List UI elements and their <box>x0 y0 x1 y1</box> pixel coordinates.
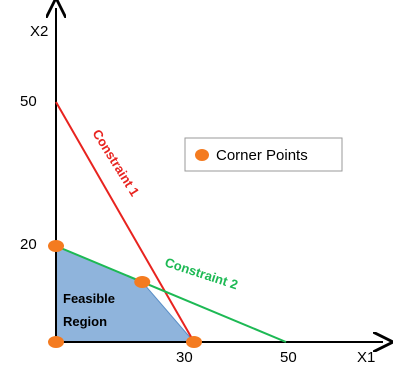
x-tick-label-50: 50 <box>280 349 297 366</box>
x-tick-label-30: 30 <box>176 349 193 366</box>
corner-point-3 <box>134 276 151 288</box>
legend-box <box>184 137 343 172</box>
feasible-region-label-line1: Feasible <box>63 291 115 306</box>
corner-point-4 <box>186 336 202 348</box>
y-axis-label: X2 <box>30 23 48 40</box>
legend-label: Corner Points <box>216 147 308 164</box>
y-tick-label-20: 20 <box>20 236 37 253</box>
corner-point-1 <box>48 336 64 348</box>
y-tick-label-50: 50 <box>20 93 37 110</box>
corner-point-2 <box>48 240 64 252</box>
legend: Corner Points <box>184 137 343 172</box>
feasible-region-label-line2: Region <box>63 314 107 329</box>
constraint-2-line <box>55 245 287 343</box>
constraint-2-label: Constraint 2 <box>163 255 240 293</box>
constraint-1-line <box>55 101 195 343</box>
x-axis-label: X1 <box>357 349 375 366</box>
legend-corner-point-marker <box>195 149 209 161</box>
constraint-1-label: Constraint 1 <box>89 127 142 199</box>
